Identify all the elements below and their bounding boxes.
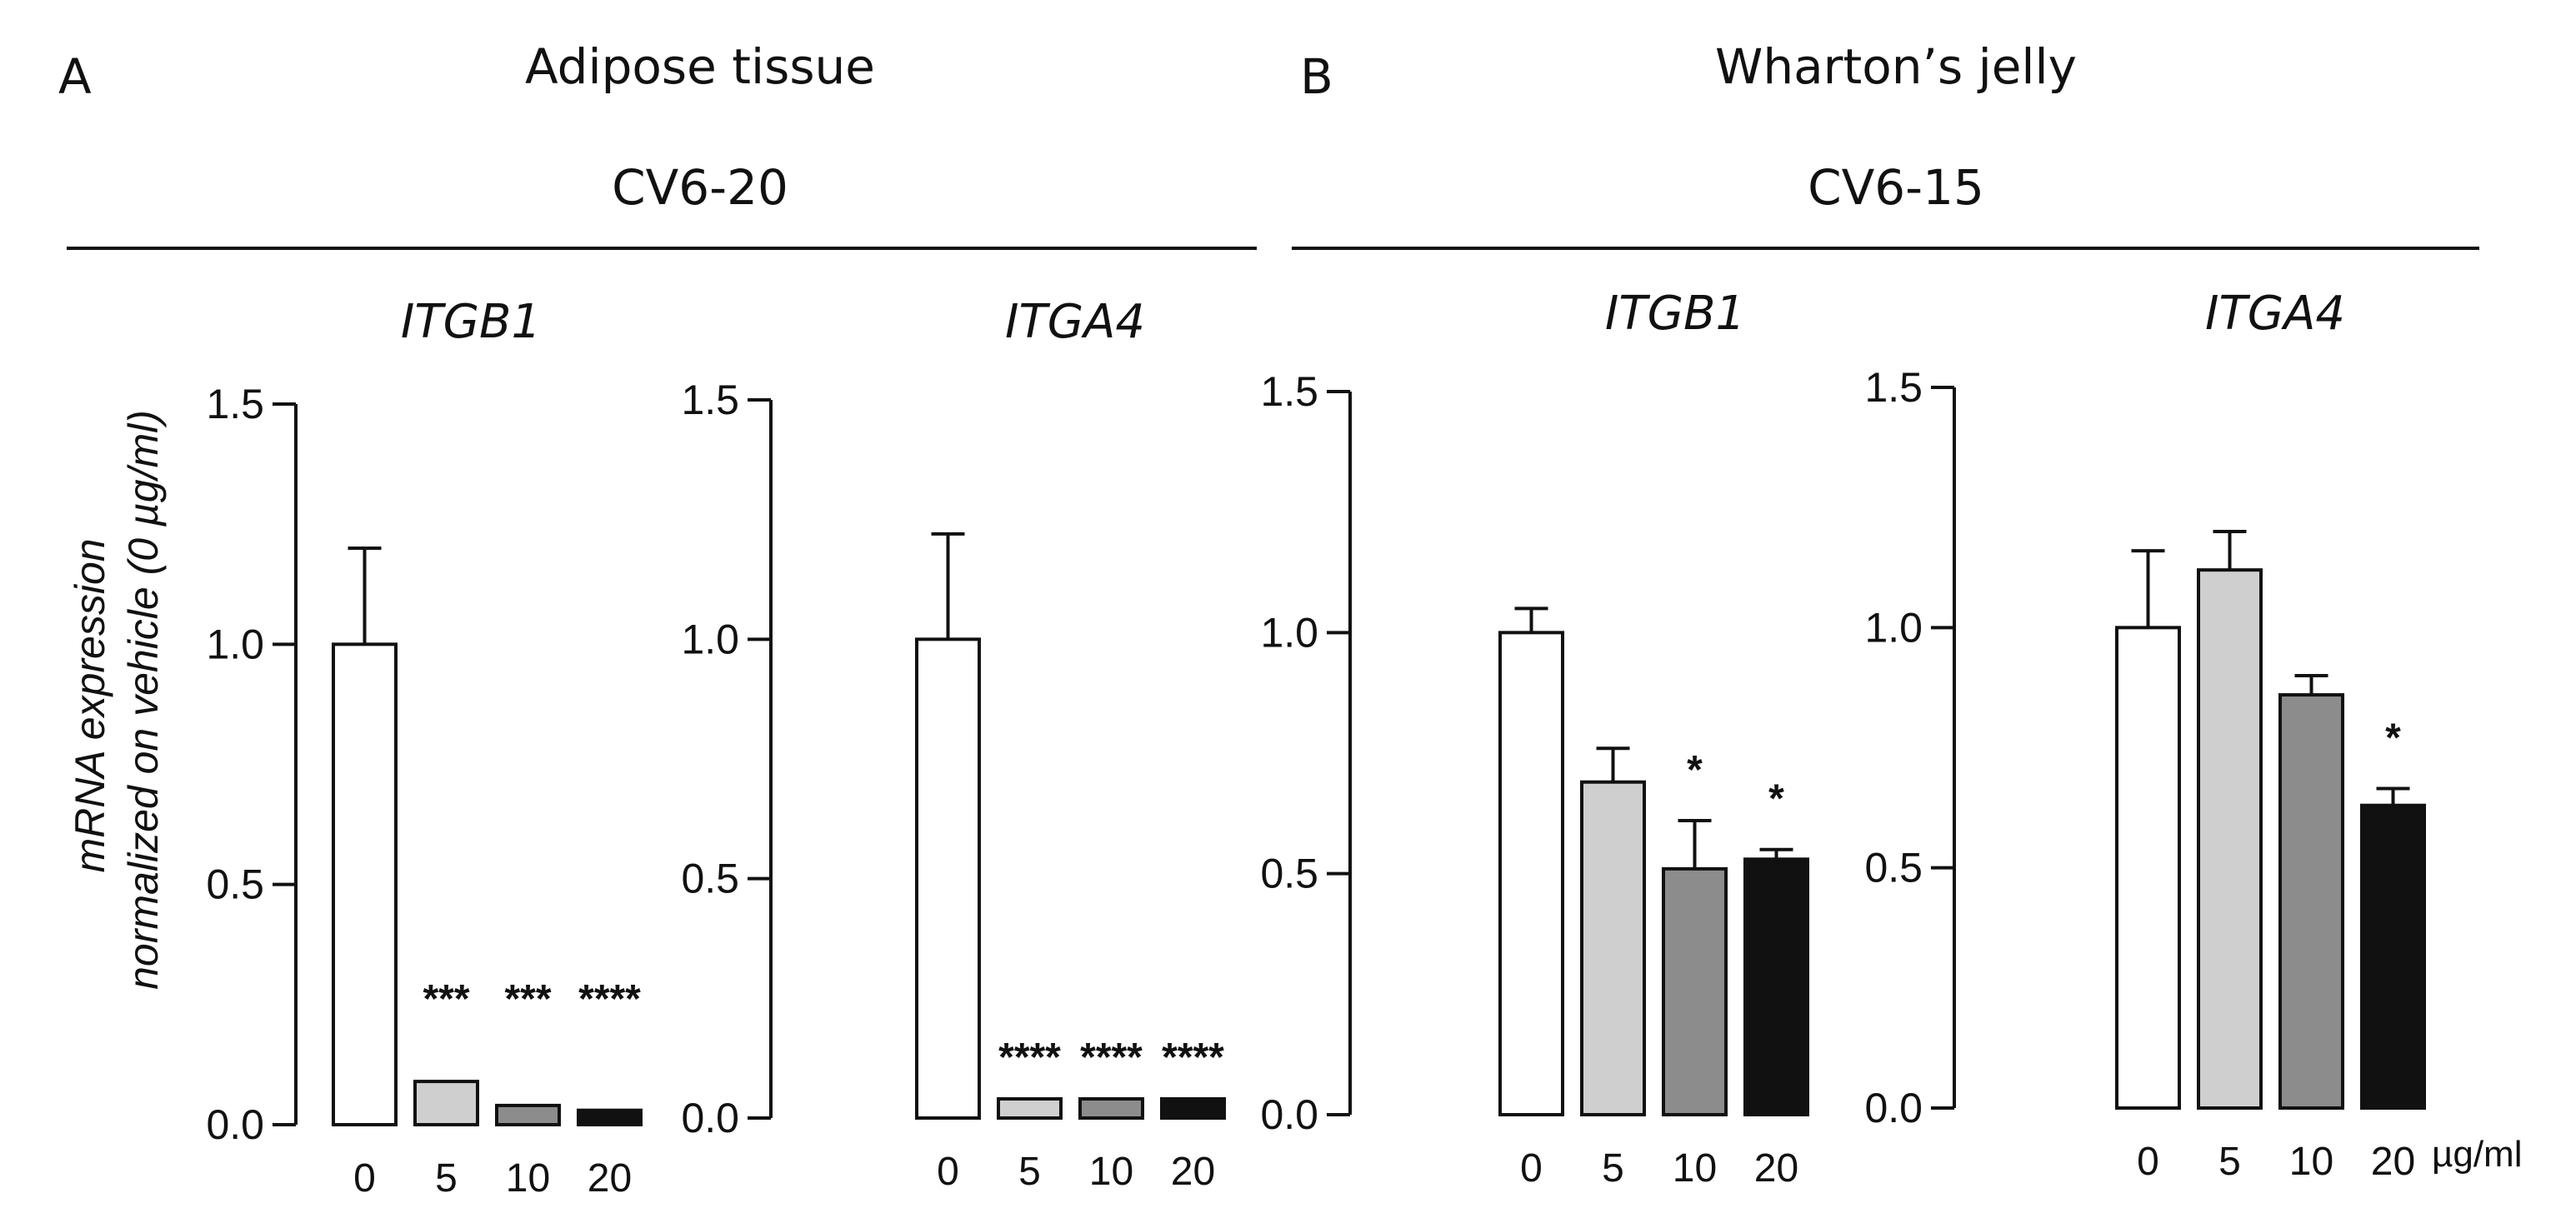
panel-b-header: B Wharton’s jelly CV6-15 (1292, 38, 2479, 250)
panel-a-condition: CV6-20 (612, 159, 788, 216)
x-tick-label: 10 (1089, 1150, 1133, 1194)
x-tick-label: 5 (1602, 1146, 1624, 1191)
y-tick-label: 1.0 (206, 621, 264, 667)
x-tick-label: 0 (937, 1150, 959, 1194)
panel-b-condition: CV6-15 (1808, 159, 1984, 216)
bar (1160, 1097, 1226, 1120)
bar (1662, 866, 1728, 1116)
significance-label: *** (423, 977, 469, 1021)
gene-title: ITGB1 (1605, 287, 1745, 341)
x-tick-label: 0 (2137, 1140, 2159, 1184)
y-axis-label: mRNA expression normalized on vehicle (0… (67, 410, 167, 990)
chart-wharton-itgb1: ITGB1 0.0 0.5 1.0 1.5 0 5 10 * 20 * (1260, 287, 1809, 1191)
bar (2278, 693, 2344, 1110)
y-tick-label: 0.5 (1260, 851, 1318, 897)
bar (2197, 568, 2263, 1110)
x-tick-label: 20 (2371, 1140, 2415, 1184)
x-tick-label: 20 (1754, 1146, 1798, 1191)
bar (1580, 780, 1646, 1116)
x-tick-label: 0 (1520, 1146, 1543, 1191)
significance-label: * (1768, 777, 1784, 821)
panel-b-letter: B (1300, 48, 1333, 105)
significance-label: **** (998, 1036, 1061, 1080)
x-tick-label: 0 (353, 1156, 376, 1201)
x-tick-label: 5 (435, 1156, 458, 1201)
x-tick-label: 10 (506, 1156, 550, 1201)
gene-title: ITGA4 (1005, 295, 1145, 349)
y-tick-label: 1.0 (1260, 609, 1318, 656)
bar (1498, 631, 1564, 1116)
significance-label: **** (1162, 1036, 1224, 1080)
chart-wharton-itga4: ITGA4 0.0 0.5 1.0 1.5 0 5 10 20 * (1864, 287, 2426, 1184)
y-tick-label: 1.5 (681, 377, 739, 423)
y-tick-label: 1.5 (206, 381, 264, 427)
bar (2115, 626, 2181, 1110)
y-tick-label: 0.5 (1864, 845, 1923, 891)
chart-adipose-itgb1: ITGB1 0.0 0.5 1.0 1.5 0 5 *** 10 *** 20 **** (206, 295, 643, 1201)
y-tick-label: 0.0 (681, 1095, 739, 1141)
chart-adipose-itga4: ITGA4 0.0 0.5 1.0 1.5 0 5 **** 10 **** 20 **** (681, 295, 1226, 1194)
bar (495, 1103, 561, 1127)
x-tick-label: 10 (1673, 1146, 1717, 1191)
panel-a-letter: A (58, 48, 92, 105)
x-tick-label: 10 (2289, 1140, 2333, 1184)
panel-a-header: A Adipose tissue CV6-20 (58, 38, 1257, 250)
bar (915, 637, 981, 1120)
significance-label: * (1687, 748, 1703, 792)
bar (1743, 857, 1809, 1116)
y-tick-label: 0.5 (681, 856, 739, 902)
x-tick-label: 20 (1171, 1150, 1215, 1194)
bar (997, 1097, 1063, 1120)
y-tick-label: 0.5 (206, 861, 264, 908)
bar (413, 1080, 479, 1126)
y-tick-label: 0.0 (1260, 1091, 1318, 1138)
x-tick-label: 20 (588, 1156, 632, 1201)
x-unit-label: µg/ml (2432, 1134, 2522, 1175)
significance-label: * (2385, 716, 2401, 761)
gene-title: ITGB1 (401, 295, 541, 349)
y-axis-label-line1: mRNA expression (67, 538, 113, 872)
bar (1078, 1097, 1144, 1120)
significance-label: **** (578, 977, 641, 1021)
y-tick-label: 1.5 (1864, 364, 1923, 411)
x-tick-label: 5 (1018, 1150, 1041, 1194)
y-axis-label-line2: normalized on vehicle (0 µg/ml) (120, 410, 167, 990)
panel-a-title: Adipose tissue (525, 38, 875, 95)
y-tick-label: 0.0 (206, 1101, 264, 1148)
bar (577, 1108, 643, 1126)
significance-label: **** (1080, 1036, 1143, 1080)
y-tick-label: 0.0 (1864, 1085, 1923, 1131)
y-tick-label: 1.0 (1864, 604, 1923, 651)
y-tick-label: 1.0 (681, 616, 739, 662)
gene-title: ITGA4 (2205, 287, 2345, 341)
x-tick-label: 5 (2218, 1140, 2241, 1184)
significance-label: *** (504, 977, 551, 1021)
y-tick-label: 1.5 (1260, 368, 1318, 415)
panel-b-title: Wharton’s jelly (1715, 38, 2077, 95)
bar (332, 642, 398, 1126)
bar (2360, 803, 2426, 1110)
